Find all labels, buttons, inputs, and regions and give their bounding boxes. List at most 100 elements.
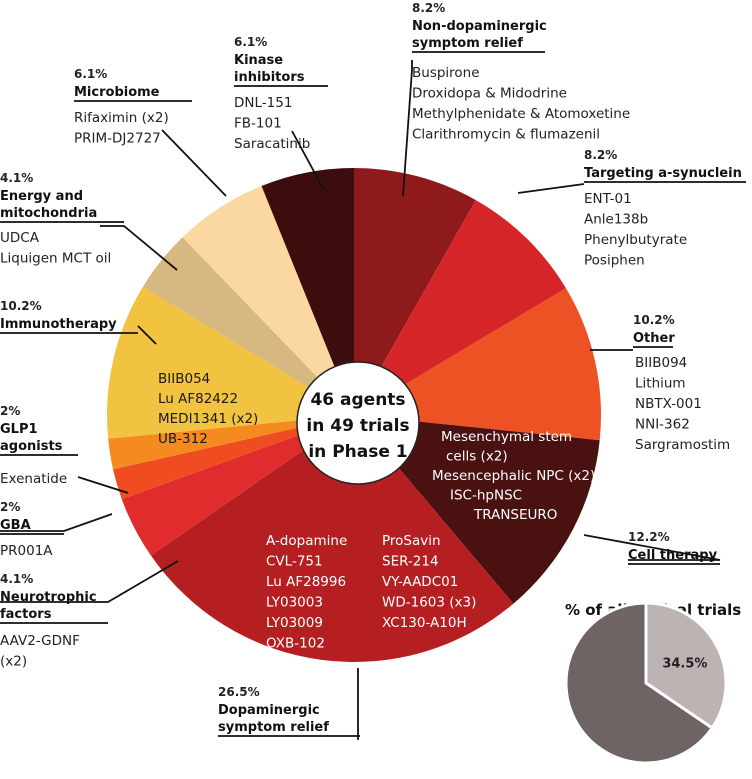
agent-synuclein: Posiphen bbox=[584, 253, 645, 269]
slice-percent-energy: 4.1% bbox=[0, 171, 33, 185]
center-label-line: in 49 trials bbox=[306, 416, 409, 436]
slice-glp1 bbox=[108, 415, 354, 470]
slice-title-glp1: agonists bbox=[0, 439, 63, 454]
agent-immuno: Lu AF82422 bbox=[158, 391, 238, 407]
agent-glp1: Exenatide bbox=[0, 471, 67, 487]
leader-cell bbox=[583, 534, 721, 561]
slice-percent-micro: 6.1% bbox=[74, 67, 107, 81]
agent-other: Lithium bbox=[635, 376, 686, 392]
center-label-line: in Phase 1 bbox=[308, 442, 407, 462]
agent-dopa: A-dopamine bbox=[266, 533, 347, 549]
agent-dopa: LY03009 bbox=[266, 615, 323, 631]
slice-title-glp1: GLP1 bbox=[0, 422, 38, 437]
agent-dopa: XC130-A10H bbox=[382, 615, 467, 631]
leader-energy bbox=[100, 225, 178, 271]
leader-micro bbox=[161, 129, 227, 197]
leader-immuno bbox=[137, 325, 157, 345]
slice-percent-immuno: 10.2% bbox=[0, 299, 42, 313]
agent-cell: Mesencephalic NPC (x2) bbox=[432, 468, 595, 484]
agent-synuclein: ENT-01 bbox=[584, 191, 632, 207]
slice-title-dopa: symptom relief bbox=[218, 720, 329, 735]
agent-micro: Rifaximin (x2) bbox=[74, 110, 169, 126]
label-group-other: 10.2% Other BIIB094 Lithium NBTX-001 NNI-362 S… bbox=[633, 313, 730, 453]
slice-title-other: Other bbox=[633, 331, 675, 346]
agent-dopa: ProSavin bbox=[382, 533, 441, 549]
slice-percent-nondopa: 8.2% bbox=[412, 1, 445, 15]
agent-dopa: SER-214 bbox=[382, 554, 439, 570]
slice-title-nondopa: Non-dopaminergic bbox=[412, 19, 547, 34]
slice-synuclein bbox=[354, 200, 566, 415]
small-slice-0 bbox=[644, 601, 728, 731]
slice-nondopa bbox=[354, 168, 476, 415]
slice-percent-gba: 2% bbox=[0, 500, 20, 514]
agent-nondopa: Methylphenidate & Atomoxetine bbox=[412, 106, 630, 122]
agent-kinase: FB-101 bbox=[234, 116, 282, 132]
label-group-synuclein: 8.2% Targeting a-synuclein ENT-01 Anle138b P… bbox=[584, 148, 746, 269]
center-label-line: 46 agents bbox=[310, 390, 405, 410]
agent-other: NBTX-001 bbox=[635, 396, 702, 412]
agent-nondopa: Droxidopa & Midodrine bbox=[412, 86, 567, 102]
leader-nondopa bbox=[402, 60, 413, 197]
slice-gba bbox=[113, 415, 354, 500]
agent-neuro: (x2) bbox=[0, 654, 27, 670]
agent-gba: PR001A bbox=[0, 543, 53, 559]
slice-title-neuro: Neurotrophic bbox=[0, 590, 97, 605]
agent-dopa: Lu AF28996 bbox=[266, 574, 346, 590]
label-group-immuno: 10.2% Immunotherapy bbox=[0, 299, 138, 334]
label-group-gba: 2% GBA PR001A bbox=[0, 500, 64, 559]
slice-kinase bbox=[261, 168, 354, 415]
slice-title-dopa: Dopaminergic bbox=[218, 703, 320, 718]
agent-micro: PRIM-DJ2727 bbox=[74, 131, 161, 147]
agent-immuno: UB-312 bbox=[158, 431, 208, 447]
agent-dopa: VY-AADC01 bbox=[382, 574, 458, 590]
slice-title-neuro: factors bbox=[0, 607, 52, 622]
slice-title-energy: mitochondria bbox=[0, 206, 97, 221]
slice-title-kinase: inhibitors bbox=[234, 70, 305, 85]
agent-dopa: CVL-751 bbox=[266, 554, 323, 570]
agent-kinase: DNL-151 bbox=[234, 95, 292, 111]
agent-synuclein: Anle138b bbox=[584, 212, 648, 228]
slice-title-kinase: Kinase bbox=[234, 53, 283, 68]
main-pie: 46 agents in 49 trials in Phase 1 bbox=[107, 168, 601, 662]
label-group-kinase: 6.1% Kinase inhibitors DNL-151 FB-101 Saracat… bbox=[234, 35, 328, 152]
leader-glp1 bbox=[77, 476, 129, 494]
label-group-neuro: 4.1% Neurotrophic factors AAV2-GDNF (x2) bbox=[0, 572, 108, 670]
label-group-micro: 6.1% Microbiome Rifaximin (x2) PRIM-DJ2727 bbox=[74, 67, 192, 147]
slice-immuno bbox=[107, 286, 354, 439]
label-group-energy: 4.1% Energy and mitochondria UDCA Liquigen M… bbox=[0, 171, 124, 267]
agent-other: Sargramostim bbox=[635, 437, 730, 453]
agent-energy: Liquigen MCT oil bbox=[0, 251, 111, 267]
agent-kinase: Saracatinib bbox=[234, 136, 310, 152]
agent-dopa: WD-1603 (x3) bbox=[382, 595, 476, 611]
agent-neuro: AAV2-GDNF bbox=[0, 633, 80, 649]
slice-title-cell: Cell therapy bbox=[628, 548, 718, 563]
slice-percent-glp1: 2% bbox=[0, 404, 20, 418]
label-group-nondopa: 8.2% Non-dopaminergic symptom relief Buspir… bbox=[412, 1, 630, 143]
agent-immuno: MEDI1341 (x2) bbox=[158, 411, 258, 427]
label-group-dopa: 26.5% Dopaminergic symptom relief bbox=[218, 685, 360, 737]
leader-gba bbox=[0, 513, 113, 532]
agent-cell: ISC-hpNSC bbox=[450, 488, 522, 504]
agent-nondopa: Clarithromycin & flumazenil bbox=[412, 127, 600, 143]
label-group-cell: 12.2% Cell therapy bbox=[628, 530, 720, 565]
leader-kinase bbox=[291, 130, 325, 191]
slice-percent-synuclein: 8.2% bbox=[584, 148, 617, 162]
slice-title-synuclein: Targeting a-synuclein bbox=[584, 166, 742, 181]
center-circle bbox=[296, 361, 420, 485]
label-group-glp1: 2% GLP1 agonists Exenatide bbox=[0, 404, 78, 487]
small-slice-1 bbox=[564, 601, 715, 765]
leader-synuclein bbox=[517, 183, 585, 194]
slice-energy bbox=[142, 237, 354, 415]
slice-title-gba: GBA bbox=[0, 518, 31, 533]
agent-cell: cells (x2) bbox=[446, 449, 508, 465]
leader-neuro bbox=[0, 560, 179, 603]
slice-percent-cell: 12.2% bbox=[628, 530, 670, 544]
agent-dopa: OXB-102 bbox=[266, 636, 325, 652]
slice-labels: 6.1% Kinase inhibitors DNL-151 FB-101 Saracat… bbox=[0, 1, 746, 737]
agent-energy: UDCA bbox=[0, 230, 40, 246]
agent-cell: Mesenchymal stem bbox=[441, 429, 572, 445]
slice-title-energy: Energy and bbox=[0, 189, 83, 204]
slice-percent-kinase: 6.1% bbox=[234, 35, 267, 49]
slice-neuro bbox=[121, 415, 354, 556]
